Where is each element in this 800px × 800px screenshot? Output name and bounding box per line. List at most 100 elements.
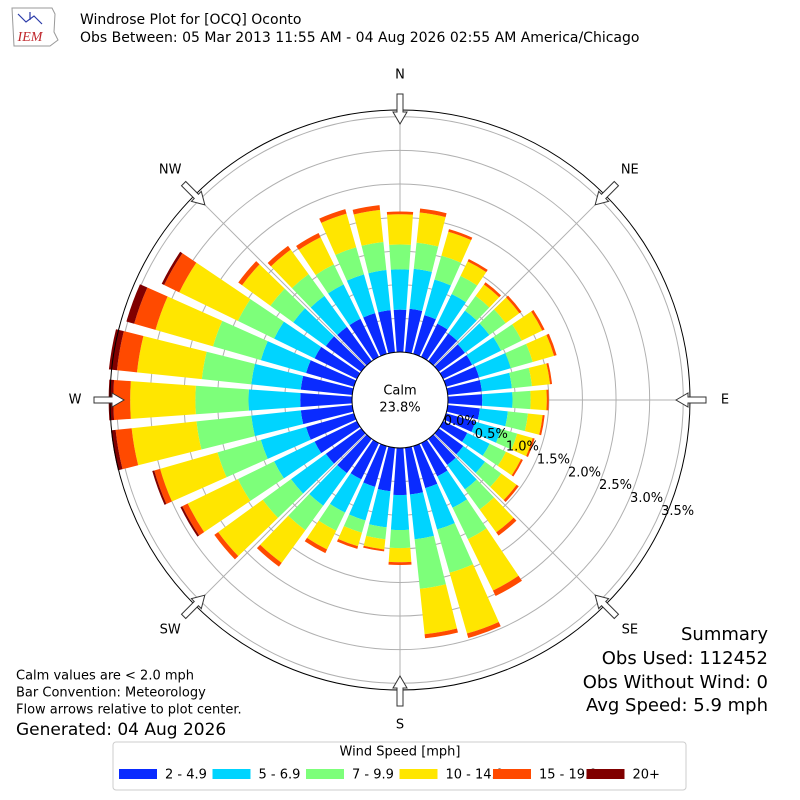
summary-line: Avg Speed: 5.9 mph	[586, 695, 768, 716]
flow-arrow	[93, 392, 125, 408]
bar-segment	[447, 457, 477, 490]
bar-segment	[136, 336, 207, 380]
bar-segment	[526, 334, 555, 362]
bar-segment	[506, 295, 522, 314]
bar-segment	[260, 426, 311, 459]
bar-segment	[528, 363, 551, 387]
r-tick-label: 2.5%	[599, 478, 632, 493]
bar-segment	[405, 446, 423, 495]
bar-segment	[214, 532, 239, 560]
bar-segment	[130, 381, 196, 419]
legend-label: 5 - 6.9	[259, 768, 301, 783]
grid-spoke	[194, 433, 367, 606]
bar-segment	[531, 310, 545, 331]
bar-segment	[293, 308, 335, 347]
bar-segment	[248, 389, 301, 411]
bar-segment	[390, 269, 410, 310]
bar-segment	[512, 311, 543, 341]
bar-segment	[242, 264, 285, 306]
bar-segment	[428, 434, 456, 465]
bar-segment	[321, 213, 357, 255]
bar-segment	[196, 415, 255, 450]
bar-segment	[306, 413, 357, 440]
bar-segment	[434, 344, 465, 372]
plot: Calm 23.8% 0.0%0.5%1.0%1.5%2.0%2.5%3.0%3.5…	[69, 68, 730, 733]
flow-arrow-shape	[392, 93, 408, 125]
bar-segment	[350, 439, 379, 480]
bar-segment	[479, 497, 514, 533]
flow-arrow	[675, 392, 707, 408]
compass-label: W	[69, 393, 82, 408]
bar-segment	[512, 390, 531, 410]
bar-segment	[338, 526, 362, 547]
bar-segment	[409, 268, 432, 312]
bar-segment	[343, 514, 366, 533]
chart-subtitle: Obs Between: 05 Mar 2013 11:55 AM - 04 A…	[80, 30, 639, 46]
bar-segment	[270, 288, 306, 323]
bar-segment	[496, 517, 517, 536]
bar-segment	[161, 251, 183, 285]
bar-segment	[446, 405, 480, 420]
note: Calm values are < 2.0 mph	[16, 669, 194, 684]
bar-segment	[493, 324, 522, 351]
bar-segment	[452, 499, 487, 540]
bar-segment	[451, 275, 478, 303]
bar-segment	[492, 575, 522, 597]
bar-segment	[497, 451, 522, 476]
bar-segment	[126, 284, 148, 324]
bar-segment	[457, 323, 490, 353]
bar-segment	[116, 331, 144, 373]
r-tick-label: 2.0%	[568, 465, 601, 480]
flow-arrow	[180, 594, 206, 620]
bar-segment	[134, 287, 168, 330]
calm-label: Calm	[383, 384, 416, 399]
bar-segment	[509, 367, 532, 389]
chart-title: Windrose Plot for [OCQ] Oconto	[80, 12, 302, 28]
legend-swatch	[119, 769, 157, 779]
bar-segment	[428, 333, 458, 366]
bar-segment	[443, 413, 476, 432]
bar-segment	[237, 461, 284, 501]
r-tick-label: 0.5%	[475, 427, 508, 442]
bar-segment	[352, 205, 381, 215]
bar-segment	[467, 528, 519, 591]
bar-segment	[475, 353, 511, 378]
flow-arrow-shape	[594, 180, 620, 206]
bar-segment	[496, 428, 518, 450]
bar-segment	[260, 515, 306, 563]
bar-segment	[546, 389, 549, 411]
bar-segment	[448, 310, 477, 341]
bar-segment	[471, 421, 502, 443]
bar-segment	[319, 209, 347, 223]
bar-segment	[405, 308, 423, 354]
bar-segment	[462, 432, 490, 456]
bar-segment	[315, 264, 344, 294]
generated: Generated: 04 Aug 2026	[16, 720, 226, 740]
bar-segment	[325, 336, 366, 372]
r-tick-label: 1.0%	[506, 440, 539, 455]
bar-segment	[182, 503, 205, 536]
bar-segment	[505, 343, 533, 369]
logo-outline	[11, 7, 59, 47]
bar-segment	[437, 523, 474, 573]
legend-label: 10 - 14.9	[446, 768, 504, 783]
bar-segment	[387, 214, 413, 245]
bar-segment	[251, 410, 304, 437]
bar-segment	[421, 439, 448, 477]
bar-segment	[217, 439, 268, 478]
bar-segment	[449, 564, 499, 634]
bar-segment	[479, 309, 506, 336]
bar-segment	[212, 320, 268, 361]
flow-arrow-shape	[180, 594, 206, 620]
bar-segment	[477, 408, 508, 427]
grid-spoke	[194, 194, 367, 367]
bar-segment	[296, 232, 321, 250]
bar-segment	[413, 443, 438, 489]
bar-segment	[346, 274, 376, 318]
bar-segment	[456, 445, 486, 474]
bar-segment	[530, 389, 547, 411]
bar-segment	[300, 393, 353, 407]
bar-segment	[482, 392, 513, 408]
legend-swatch	[586, 769, 625, 779]
bar-segment	[437, 470, 468, 508]
